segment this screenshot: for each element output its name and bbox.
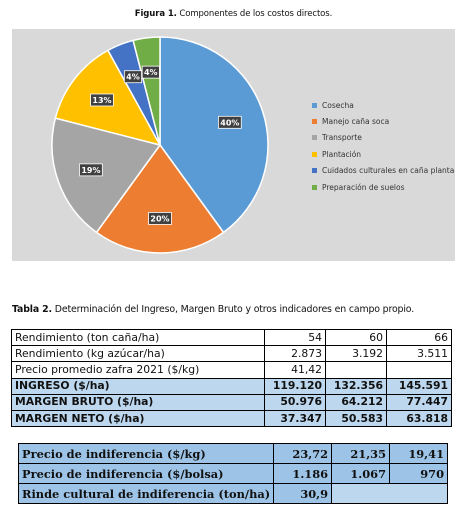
- table-cell: 119.120: [264, 377, 326, 395]
- table-cell: 2.873: [264, 345, 326, 363]
- table-row: Precio de indiferencia ($/kg) 23,72 21,35 1…: [17, 443, 448, 464]
- legend-swatch: [312, 102, 317, 108]
- table-cell: 145.591: [386, 377, 452, 395]
- row-label: Precio de indiferencia ($/bolsa): [17, 463, 275, 484]
- table-row: Rinde cultural de indiferencia (ton/ha) 3…: [17, 483, 448, 504]
- table-cell: 132.356: [325, 377, 387, 395]
- slice-label-plantacion: 13%: [90, 93, 114, 107]
- legend-item-transporte: Transporte: [312, 130, 454, 146]
- legend-label: Cosecha: [322, 100, 354, 110]
- table-cell: 66: [386, 328, 452, 347]
- legend-label: Plantación: [322, 149, 362, 159]
- figure-caption-text: Componentes de los costos directos.: [179, 9, 333, 19]
- pie-slice-manejo-cana-soca: [95, 143, 225, 254]
- empty-cell: [331, 483, 448, 504]
- table-row: Precio de indiferencia ($/bolsa) 1.186 1.0…: [17, 463, 448, 484]
- table-row: Rendimiento (kg azúcar/ha) 2.873 3.192 3.51…: [11, 345, 452, 363]
- legend-label: Manejo caña soca: [322, 117, 390, 127]
- pie-chart: 40% 20% 19% 13% 4% 4%: [51, 36, 269, 254]
- legend-swatch: [312, 151, 317, 157]
- table-cell: 77.447: [386, 393, 452, 411]
- table-row: INGRESO ($/ha) 119.120 132.356 145.591: [11, 377, 452, 395]
- table-cell: 41,42: [264, 361, 326, 379]
- table-cell: 30,9: [273, 483, 333, 504]
- table-cell: [386, 361, 452, 379]
- table-cell: 23,72: [273, 443, 333, 464]
- table-caption-text: Determinación del Ingreso, Margen Bruto …: [54, 304, 415, 315]
- legend-item-manejo-cana-soca: Manejo caña soca: [312, 113, 454, 129]
- table-cell: 50.976: [264, 393, 326, 411]
- svg-text:4%: 4%: [144, 68, 158, 77]
- slice-label-manejo-cana-soca: 20%: [148, 212, 172, 225]
- row-label: MARGEN BRUTO ($/ha): [11, 393, 265, 411]
- legend-item-cuidados-culturales-en-cana-planta: Cuidados culturales en caña planta: [312, 163, 454, 179]
- legend-label: Transporte: [322, 133, 362, 143]
- table-caption: Tabla 2. Determinación del Ingreso, Marg…: [12, 304, 414, 315]
- row-label: MARGEN NETO ($/ha): [11, 409, 265, 428]
- chart-legend: Cosecha Manejo caña soca Transporte Plantac…: [312, 97, 454, 195]
- legend-swatch: [312, 184, 317, 190]
- table-cell: 1.067: [331, 463, 391, 484]
- legend-item-cosecha: Cosecha: [312, 97, 454, 113]
- table-cell: 54: [264, 328, 326, 347]
- svg-text:40%: 40%: [220, 118, 239, 127]
- pie-chart-area: 40% 20% 19% 13% 4% 4% Cosecha Manejo caña soca…: [12, 29, 455, 261]
- legend-label: Cuidados culturales en caña planta: [322, 166, 455, 176]
- svg-text:20%: 20%: [150, 214, 169, 223]
- table-row: MARGEN BRUTO ($/ha) 50.976 64.212 77.447: [11, 393, 452, 411]
- legend-item-preparacion-de-suelos: Preparación de suelos: [312, 179, 454, 195]
- slice-label-transporte: 19%: [79, 163, 103, 177]
- slice-label-cosecha: 40%: [218, 115, 242, 129]
- income-margin-table: Rendimiento (ton caña/ha) 54 60 66 Rendimien…: [11, 328, 452, 428]
- legend-swatch: [312, 119, 317, 125]
- figure-label: Figura 1.: [134, 9, 177, 19]
- svg-text:4%: 4%: [126, 73, 140, 82]
- pie-slice-cosecha: [159, 36, 269, 234]
- svg-text:19%: 19%: [81, 166, 100, 175]
- row-label: Rendimiento (ton caña/ha): [11, 328, 265, 347]
- figure-caption: Figura 1. Componentes de los costos dire…: [0, 9, 467, 19]
- table-cell: 63.818: [386, 409, 452, 428]
- slice-label-preparacion-de-suelos: 4%: [141, 65, 160, 79]
- table-cell: 1.186: [273, 463, 333, 484]
- table-cell: 19,41: [389, 443, 448, 464]
- legend-item-plantacion: Plantación: [312, 146, 454, 162]
- table-cell: 3.511: [386, 345, 452, 363]
- row-label: Precio promedio zafra 2021 ($/kg): [11, 361, 265, 379]
- row-label: Rinde cultural de indiferencia (ton/ha): [17, 483, 275, 504]
- row-label: INGRESO ($/ha): [11, 377, 265, 395]
- slice-label-cuidados-culturales-en-cana-planta: 4%: [123, 70, 142, 84]
- table-cell: 37.347: [264, 409, 326, 428]
- svg-text:13%: 13%: [92, 96, 111, 105]
- table-label: Tabla 2.: [12, 304, 52, 315]
- row-label: Rendimiento (kg azúcar/ha): [11, 345, 265, 363]
- table-cell: 64.212: [325, 393, 387, 411]
- table-row: MARGEN NETO ($/ha) 37.347 50.583 63.818: [11, 409, 452, 428]
- pie-slice-preparacion-de-suelos: [132, 36, 161, 146]
- table-row: Rendimiento (ton caña/ha) 54 60 66: [11, 328, 452, 347]
- table-cell: 21,35: [331, 443, 391, 464]
- table-cell: 3.192: [325, 345, 387, 363]
- table-row: Precio promedio zafra 2021 ($/kg) 41,42: [11, 361, 452, 379]
- table-cell: [325, 361, 387, 379]
- legend-swatch: [312, 168, 317, 174]
- indifference-table: Precio de indiferencia ($/kg) 23,72 21,35 1…: [17, 443, 448, 504]
- table-cell: 50.583: [325, 409, 387, 428]
- table-cell: 970: [389, 463, 448, 484]
- row-label: Precio de indiferencia ($/kg): [17, 443, 275, 464]
- legend-label: Preparación de suelos: [322, 182, 405, 192]
- pie-slice-transporte: [51, 117, 162, 234]
- table-cell: 60: [325, 328, 387, 347]
- legend-swatch: [312, 135, 317, 141]
